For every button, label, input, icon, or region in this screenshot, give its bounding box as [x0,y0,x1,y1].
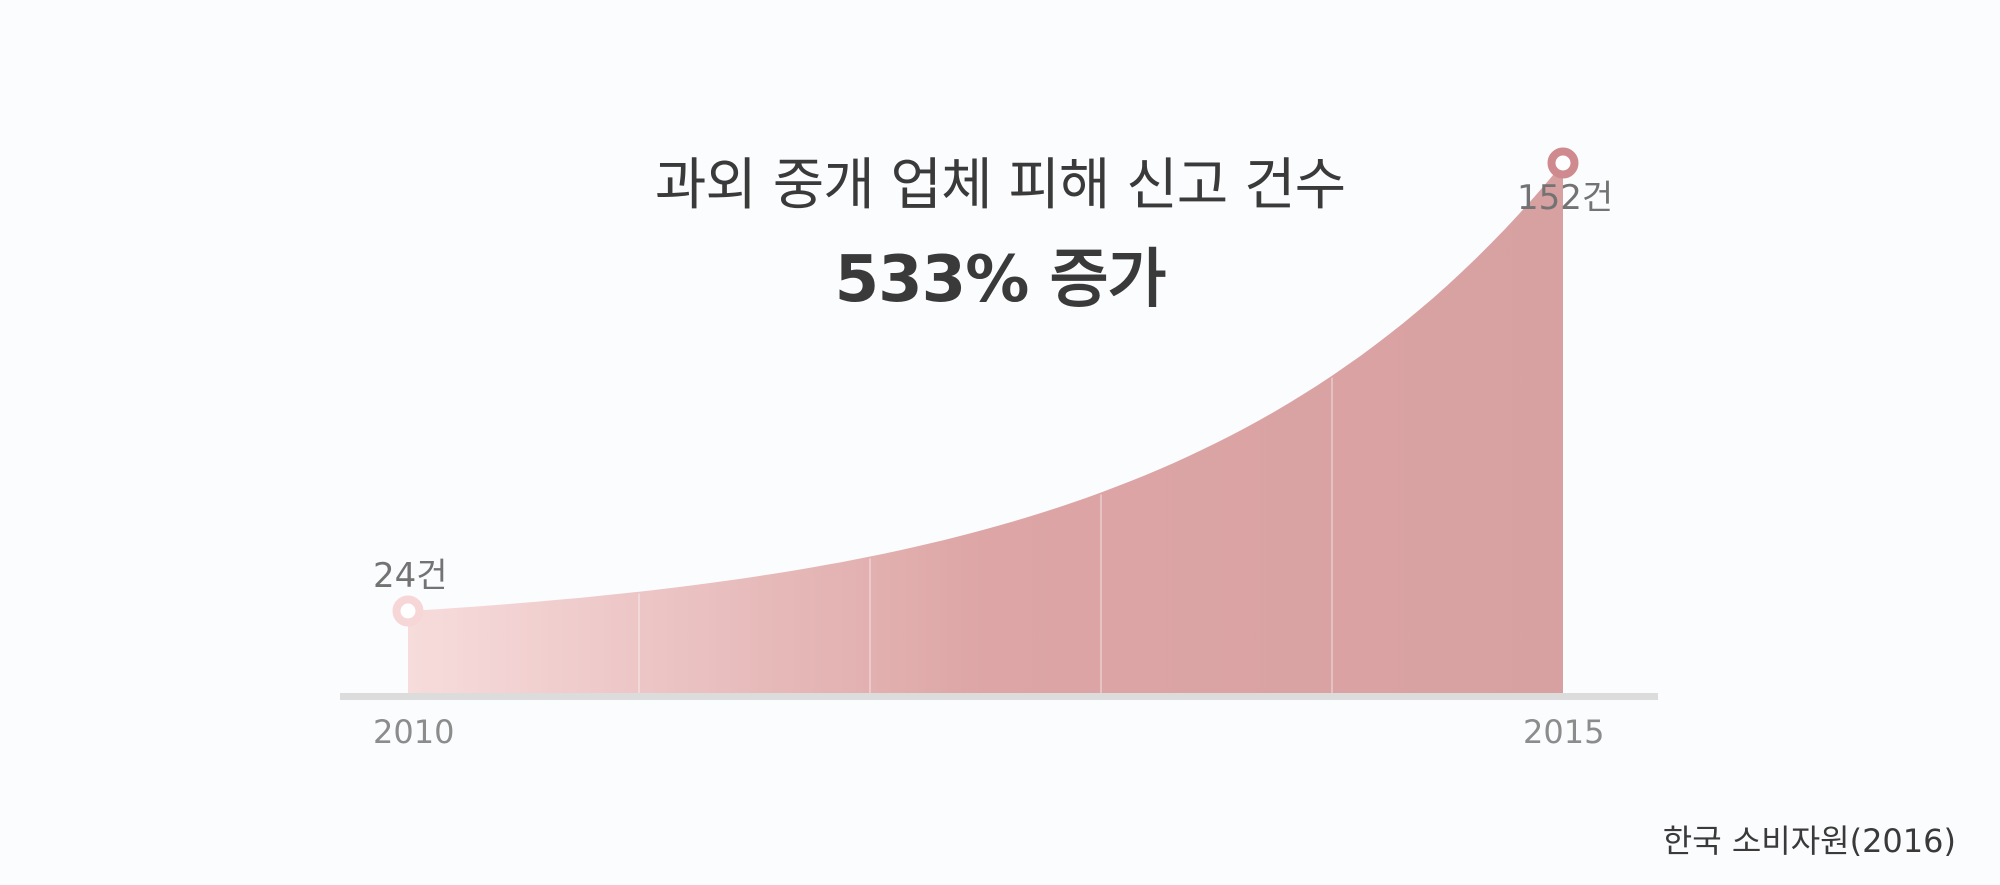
area-fill [408,163,1563,695]
x-tick-label-2010: 2010 [373,713,455,751]
area-dividers [638,377,1333,695]
x-axis-baseline [340,693,1658,700]
data-markers [392,147,1579,627]
source-note: 한국 소비자원(2016) [1662,822,1956,860]
data-label-2010: 24건 [373,556,448,596]
chart-subtitle: 533% 증가 [834,243,1167,317]
marker-2015 [1547,147,1579,179]
x-tick-label-2015: 2015 [1523,713,1605,751]
marker-2010 [392,595,424,627]
chart-title: 과외 중개 업체 피해 신고 건수 [654,153,1346,218]
data-label-2015: 152건 [1517,178,1614,218]
